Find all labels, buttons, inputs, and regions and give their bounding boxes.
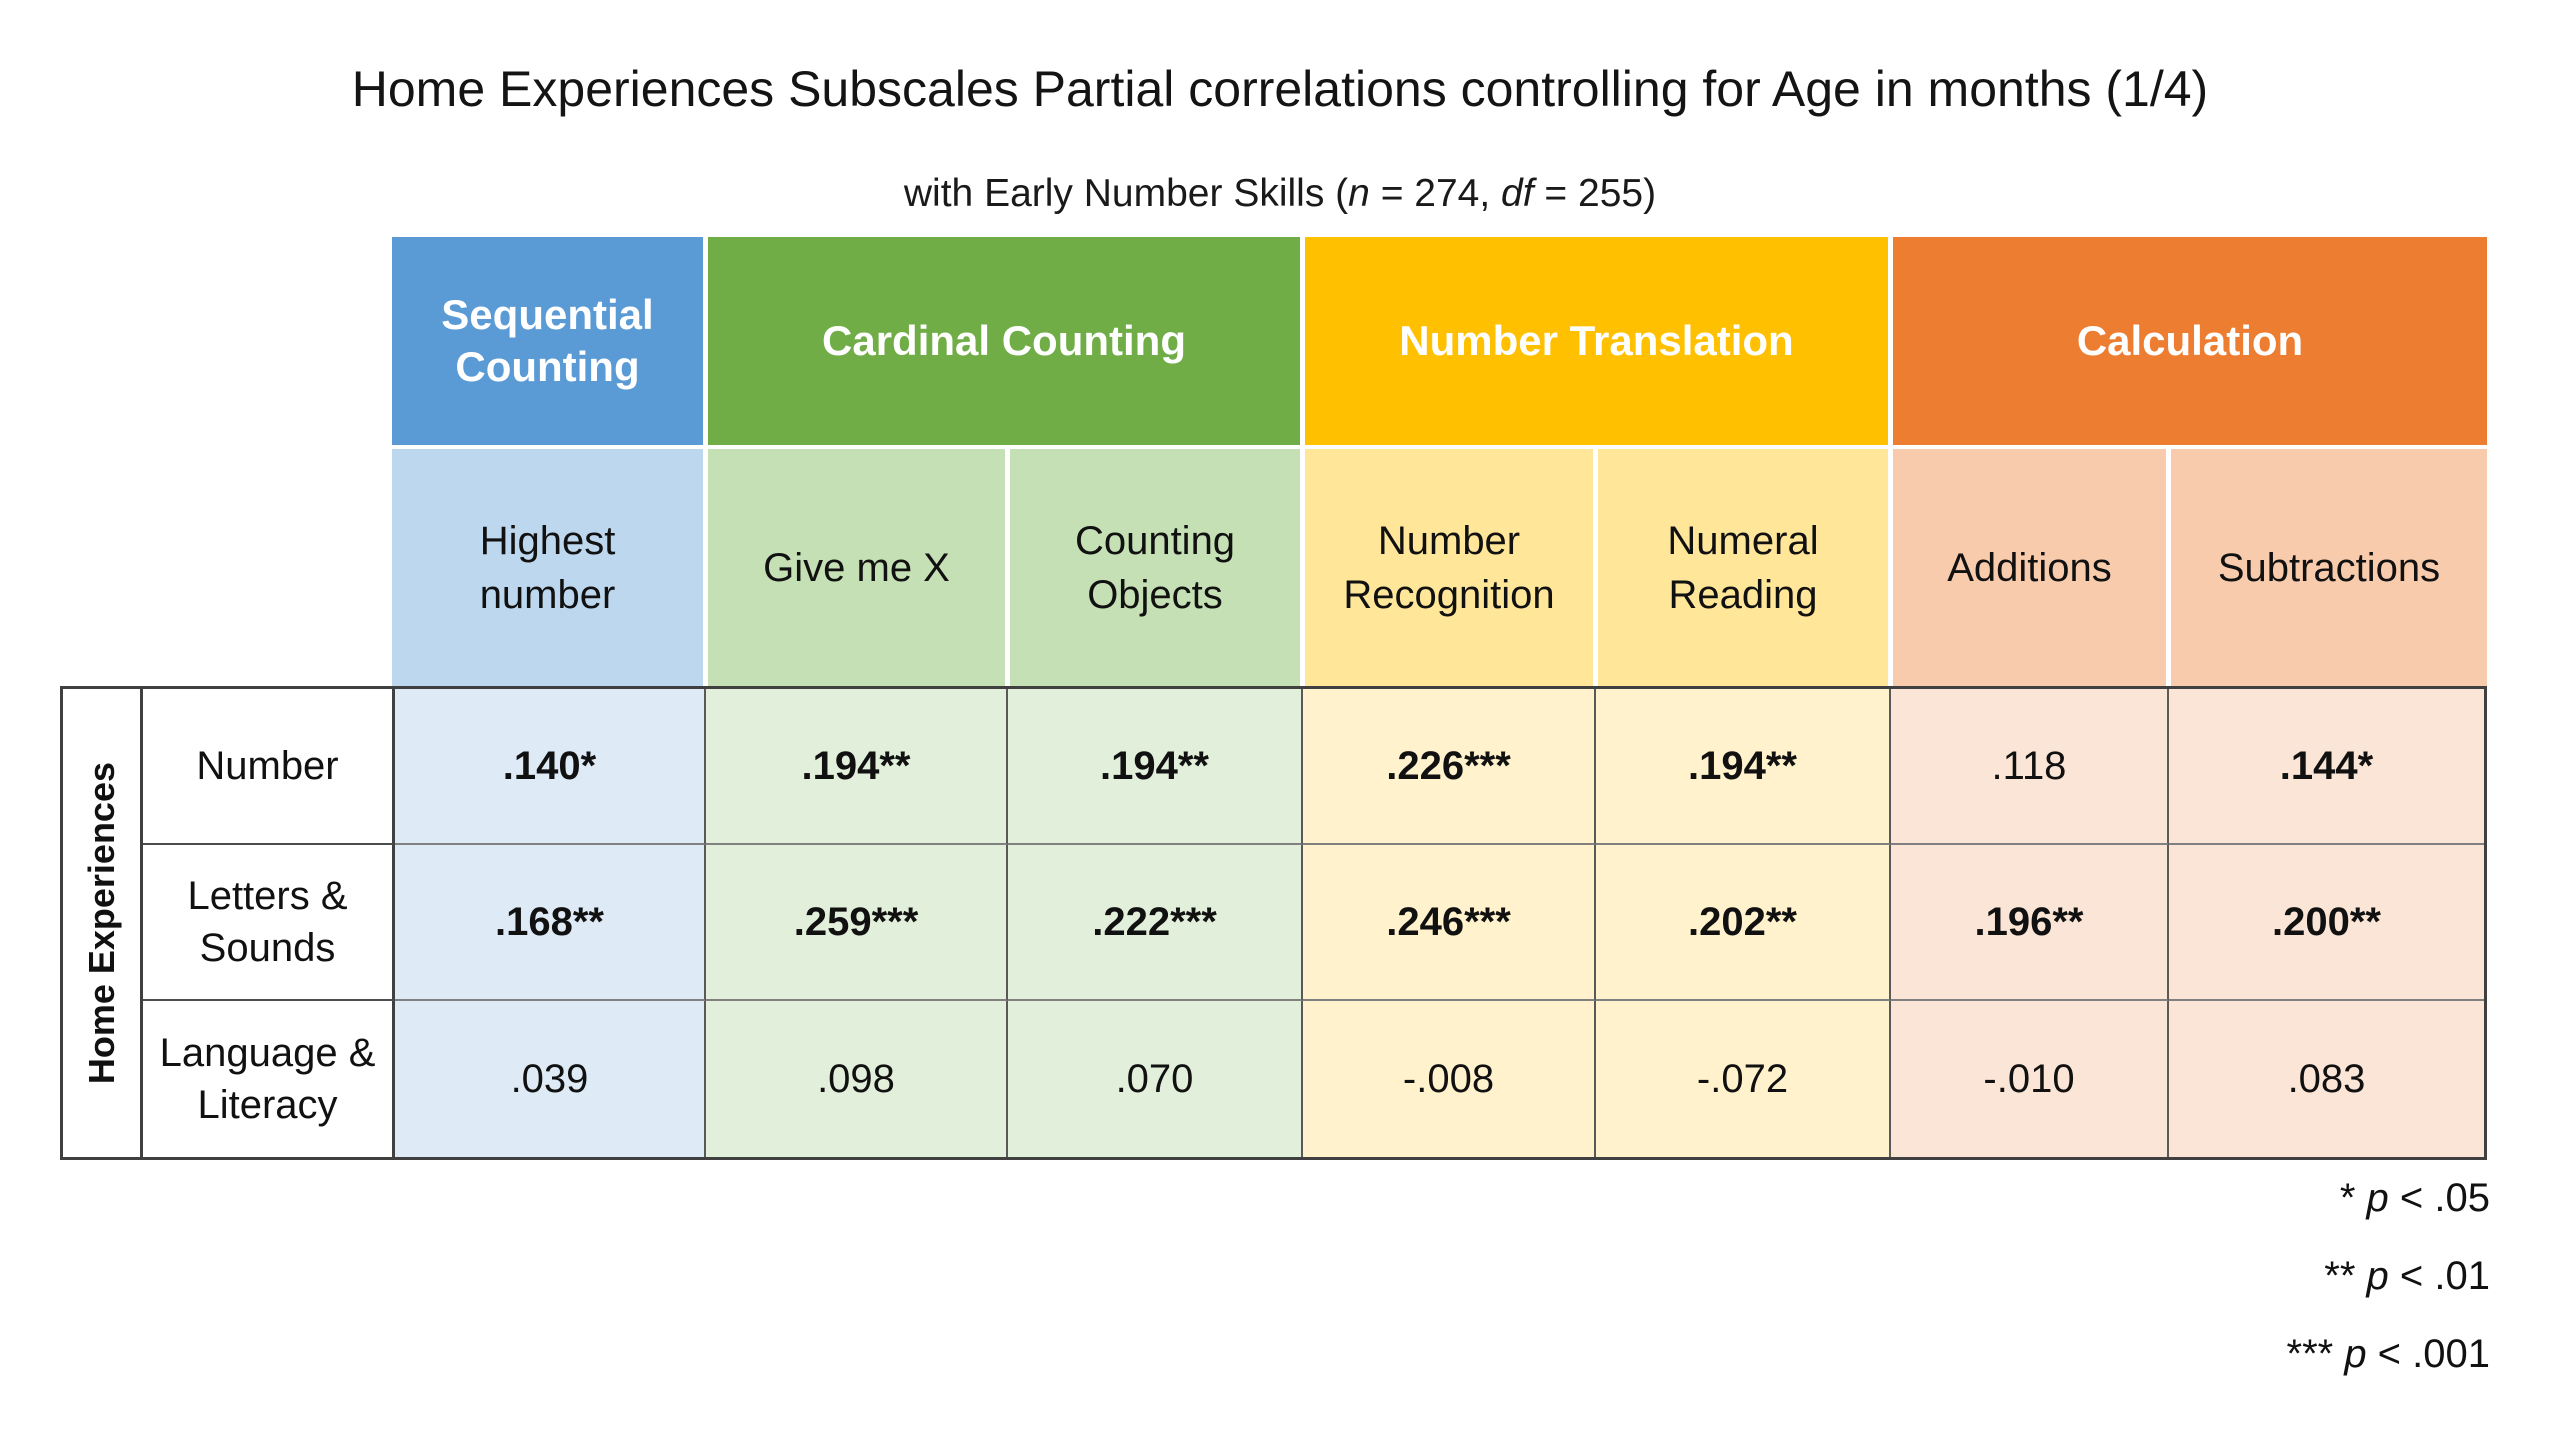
cell-language-subtractions: .083 (2169, 1001, 2484, 1157)
cell-number-subtractions: .144* (2169, 689, 2484, 845)
legend-p: p (2366, 1176, 2389, 1220)
cell-letters-give-me-x: .259*** (706, 845, 1008, 1001)
col-group-cardinal-counting: Cardinal Counting (703, 237, 1300, 445)
col-header-highest-number: Highest number (392, 449, 703, 686)
legend-threshold: < .01 (2388, 1254, 2490, 1298)
cell-number-numeral-reading: .194** (1596, 689, 1891, 845)
cell-language-numeral-reading: -.072 (1596, 1001, 1891, 1157)
col-header-counting-objects: Counting Objects (1005, 449, 1300, 686)
col-group-sequential-counting: Sequential Counting (392, 237, 703, 445)
legend-threshold: < .001 (2366, 1332, 2490, 1376)
col-header-additions: Additions (1888, 449, 2166, 686)
cell-number-number-recognition: .226*** (1303, 689, 1596, 845)
cell-letters-counting-objects: .222*** (1008, 845, 1303, 1001)
col-header-give-me-x: Give me X (703, 449, 1005, 686)
legend-line-p01: ** p < .01 (2287, 1237, 2490, 1315)
column-header-row: Highest number Give me X Counting Object… (392, 449, 2487, 686)
legend-p: p (2366, 1254, 2389, 1298)
cell-number-additions: .118 (1891, 689, 2169, 845)
cell-language-additions: -.010 (1891, 1001, 2169, 1157)
column-group-header-row: Sequential Counting Cardinal Counting Nu… (392, 237, 2487, 445)
row-label-number: Number (143, 689, 395, 845)
cell-letters-additions: .196** (1891, 845, 2169, 1001)
cell-letters-subtractions: .200** (2169, 845, 2484, 1001)
col-header-subtractions: Subtractions (2166, 449, 2487, 686)
row-label-letters-sounds: Letters & Sounds (143, 845, 395, 1001)
cell-number-counting-objects: .194** (1008, 689, 1303, 845)
subtitle-df-variable: df (1501, 172, 1534, 215)
cell-language-highest-number: .039 (395, 1001, 706, 1157)
subtitle-df-value: = 255) (1533, 172, 1657, 215)
page-title: Home Experiences Subscales Partial corre… (351, 61, 2209, 117)
cell-language-give-me-x: .098 (706, 1001, 1008, 1157)
cell-letters-number-recognition: .246*** (1303, 845, 1596, 1001)
row-group-label: Home Experiences (80, 761, 122, 1085)
subtitle-text: with Early Number Skills ( (903, 172, 1349, 215)
col-header-numeral-reading: Numeral Reading (1593, 449, 1888, 686)
cell-letters-numeral-reading: .202** (1596, 845, 1891, 1001)
cell-language-number-recognition: -.008 (1303, 1001, 1596, 1157)
page-subtitle: with Early Number Skills (n = 274, df = … (0, 172, 2560, 216)
subtitle-n-value: = 274, (1369, 172, 1502, 215)
subtitle-n-variable: n (1348, 172, 1370, 215)
legend-stars: * (2339, 1176, 2367, 1220)
row-label-language-literacy: Language & Literacy (143, 1001, 395, 1157)
col-header-number-recognition: Number Recognition (1300, 449, 1593, 686)
legend-stars: ** (2324, 1254, 2367, 1298)
legend-threshold: < .05 (2388, 1176, 2490, 1220)
cell-language-counting-objects: .070 (1008, 1001, 1303, 1157)
cell-number-give-me-x: .194** (706, 689, 1008, 845)
legend-stars: *** (2286, 1332, 2345, 1376)
col-group-calculation: Calculation (1888, 237, 2487, 445)
legend-line-p001: *** p < .001 (2287, 1315, 2491, 1393)
legend-line-p05: * p < .05 (2287, 1159, 2490, 1237)
col-group-number-translation: Number Translation (1300, 237, 1888, 445)
correlation-table: Sequential Counting Cardinal Counting Nu… (60, 237, 2487, 1160)
significance-legend: * p < .05 ** p < .01 *** p < .001 (2287, 1159, 2491, 1393)
cell-number-highest-number: .140* (395, 689, 706, 845)
legend-p: p (2344, 1332, 2367, 1376)
cell-letters-highest-number: .168** (395, 845, 706, 1001)
row-group-header: Home Experiences (63, 689, 143, 1157)
table-body: Home Experiences Number .140* .194** .19… (60, 686, 2487, 1160)
